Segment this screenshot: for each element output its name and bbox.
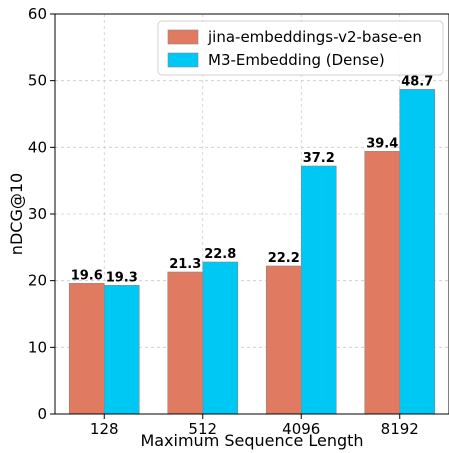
y-tick-label: 20 [28,272,47,290]
data-label: 37.2 [303,151,335,166]
x-tick-label: 8192 [381,420,419,438]
bar-series-2-512 [202,261,239,415]
y-axis-label: nDCG@10 [7,173,26,255]
data-label: 22.2 [268,251,300,266]
y-tick-label: 0 [37,405,47,423]
x-tick-label: 128 [90,420,119,438]
data-labels: 19.6 21.3 22.2 39.4 19.3 22.8 37.2 48.7 [71,74,434,285]
x-axis-label: Maximum Sequence Length [140,431,363,450]
bar-series-1-512 [167,271,204,415]
y-axis: 0 10 20 30 40 50 60 [28,5,55,423]
data-label: 19.3 [106,270,138,285]
legend: jina-embeddings-v2-base-en M3-Embedding (… [157,20,444,76]
x-tick-label: 4096 [282,420,320,438]
y-tick-label: 40 [28,138,47,156]
x-axis: 128 512 4096 8192 [90,414,419,438]
legend-label: jina-embeddings-v2-base-en [207,28,422,46]
legend-box [157,20,444,76]
x-tick-label: 512 [188,420,217,438]
bar-series-1-4096 [265,265,302,415]
bar-series-2-4096 [300,165,337,415]
data-label: 22.8 [204,247,236,262]
y-tick-label: 50 [28,72,47,90]
data-label: 21.3 [169,257,201,272]
legend-swatch [167,29,199,45]
bar-series-2-128 [103,285,140,415]
y-tick-label: 60 [28,5,47,23]
legend-label: M3-Embedding (Dense) [208,51,385,69]
data-label: 48.7 [401,74,433,89]
data-label: 19.6 [71,268,103,283]
data-label: 39.4 [366,136,398,151]
y-tick-label: 10 [28,338,47,356]
bars [68,89,436,415]
bar-series-1-128 [68,283,105,415]
bar-series-1-8192 [364,151,401,415]
bar-series-2-8192 [399,89,436,415]
legend-swatch [167,52,199,68]
y-tick-label: 30 [28,205,47,223]
